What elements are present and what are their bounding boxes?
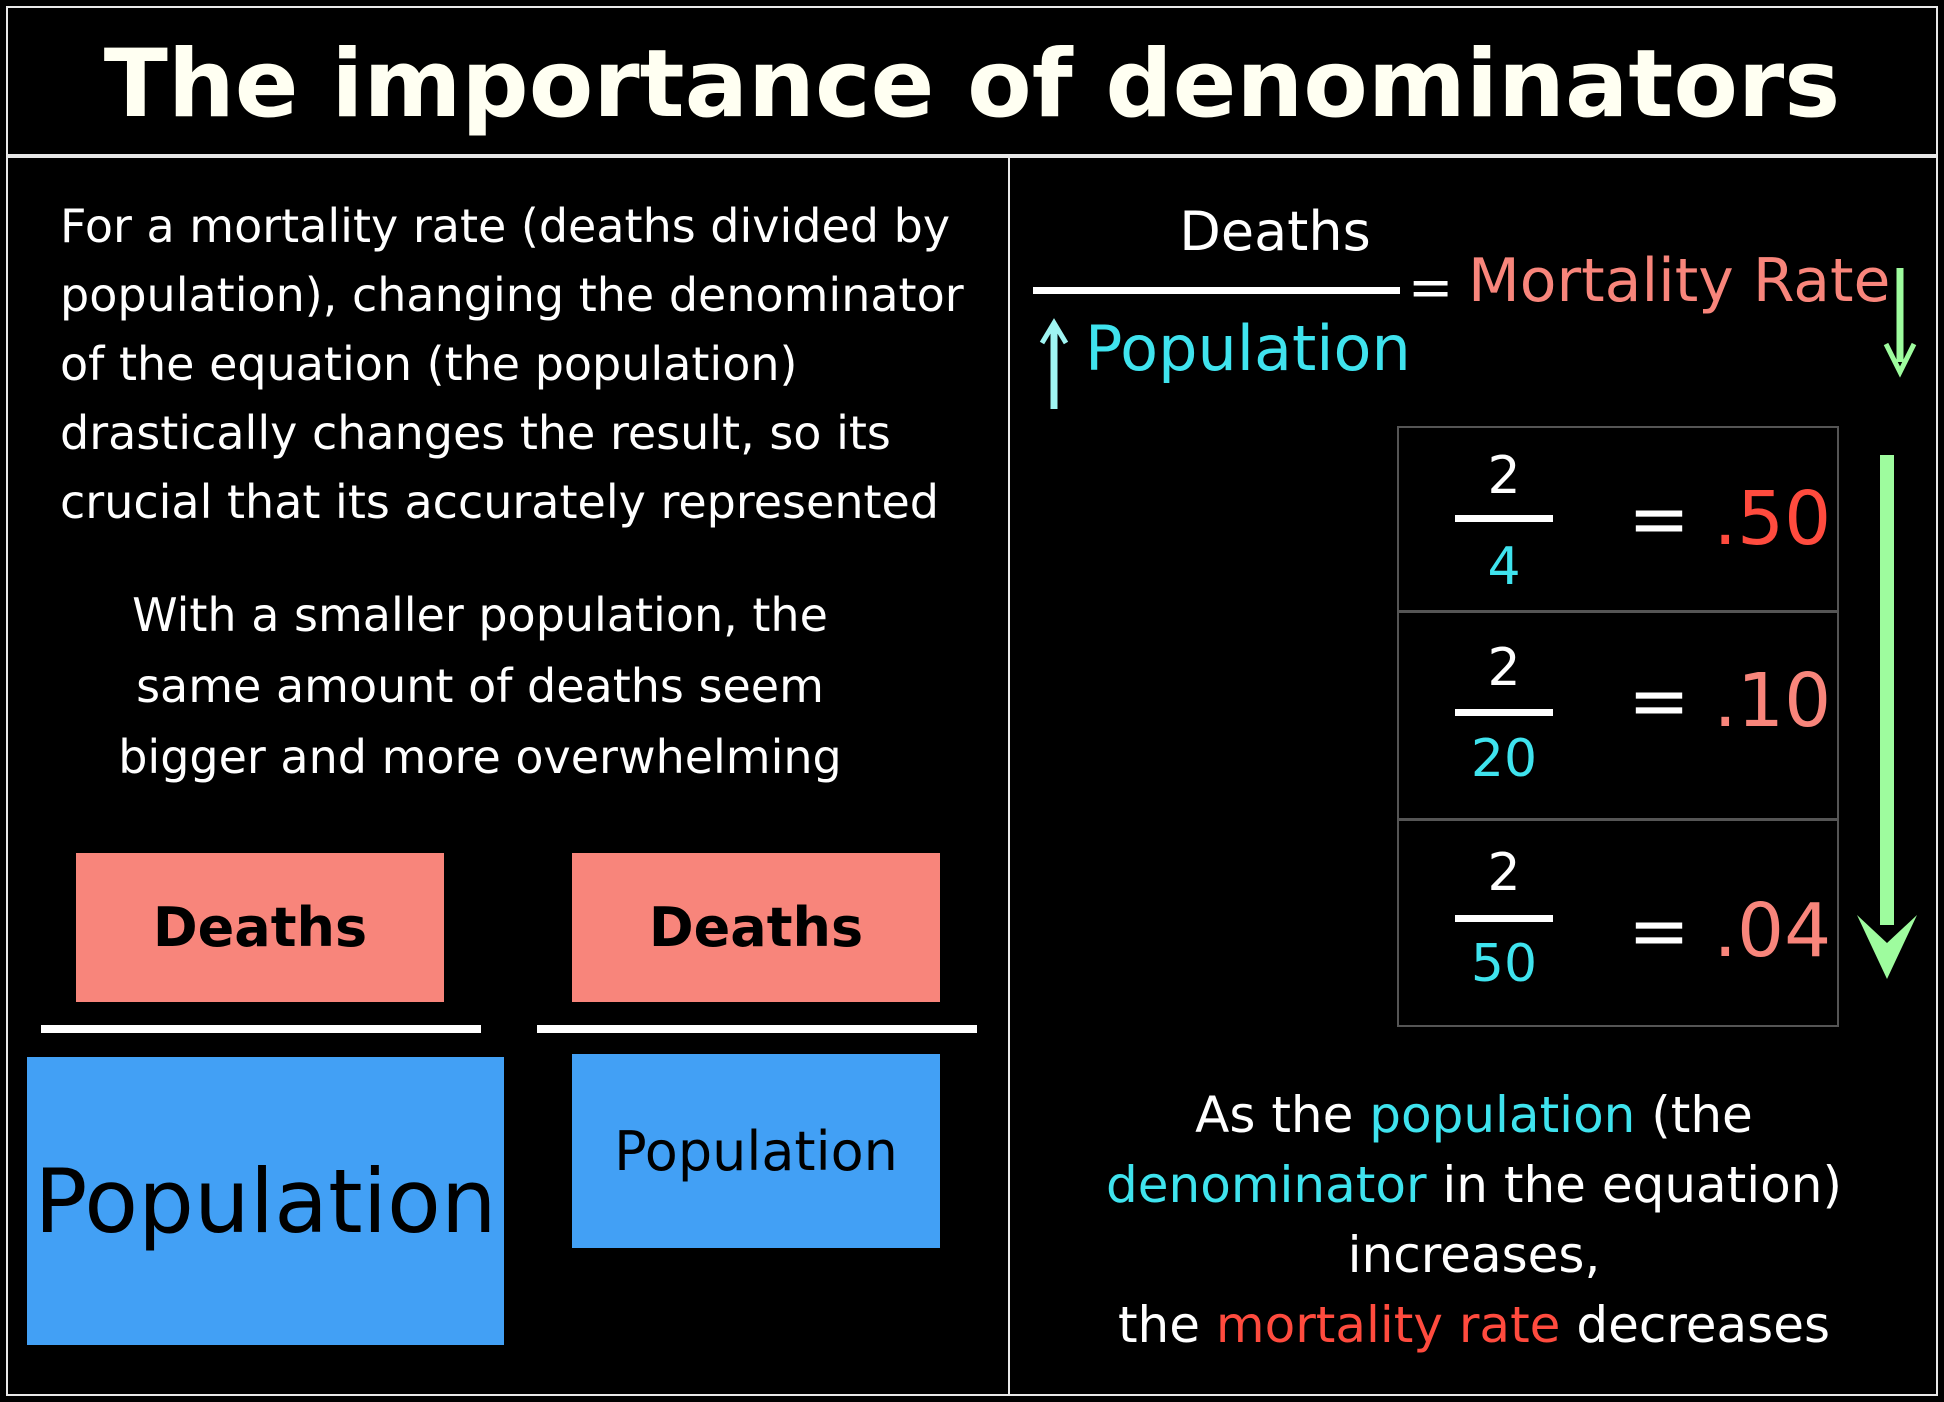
smaller-population-line: same amount of deaths seem <box>136 659 824 713</box>
up-arrow-icon <box>1039 318 1069 409</box>
example-numerator: 2 <box>1487 638 1521 698</box>
explanation-line: crucial that its accurately represented <box>60 475 940 529</box>
conclusion-line: the mortality rate decreases <box>1010 1290 1938 1360</box>
smaller-population-line: With a smaller population, the <box>132 588 828 642</box>
conclusion-fragment: decreases <box>1560 1296 1831 1354</box>
example-result: = .50 <box>1628 476 1831 562</box>
example-result: = .04 <box>1628 888 1831 974</box>
decrease-arrow-icon <box>1857 455 1917 979</box>
down-arrow-icon <box>1883 268 1917 378</box>
explanation-line: drastically changes the result, so its <box>60 406 891 460</box>
conclusion-line: As the population (the <box>1010 1080 1938 1150</box>
explanation-line: of the equation (the population) <box>60 337 798 391</box>
formula-denominator: Population <box>1085 312 1411 385</box>
explanation-paragraph: For a mortality rate (deaths divided by … <box>60 192 964 537</box>
conclusion-fragment: in the equation) <box>1426 1156 1842 1214</box>
denominator-highlight: denominator <box>1106 1156 1427 1214</box>
fraction-bar-large <box>41 1025 481 1033</box>
conclusion-text: As the population (the denominator in th… <box>1010 1080 1938 1360</box>
mortality-rate-highlight: mortality rate <box>1215 1296 1561 1354</box>
example-equals: = <box>1628 888 1714 974</box>
conclusion-line: denominator in the equation) <box>1010 1150 1938 1220</box>
explanation-line: population), changing the denominator <box>60 268 964 322</box>
example-fraction-bar <box>1455 709 1553 716</box>
example-denominator: 4 <box>1487 537 1521 597</box>
smaller-population-paragraph: With a smaller population, the same amou… <box>60 580 900 793</box>
formula-result: Mortality Rate <box>1468 246 1891 316</box>
population-highlight: population <box>1369 1086 1636 1144</box>
formula-fraction-bar <box>1033 287 1400 294</box>
conclusion-fragment: (the <box>1635 1086 1753 1144</box>
example-denominator: 50 <box>1470 934 1538 994</box>
right-panel-frame <box>1008 156 1938 1396</box>
example-cell <box>1397 819 1839 1027</box>
example-numerator: 2 <box>1487 843 1521 903</box>
explanation-line: For a mortality rate (deaths divided by <box>60 199 951 253</box>
fraction-bar-small <box>537 1025 977 1033</box>
example-denominator: 20 <box>1470 729 1538 789</box>
example-numerator: 2 <box>1487 446 1521 506</box>
conclusion-line: increases, <box>1347 1226 1601 1284</box>
formula-numerator: Deaths <box>1179 200 1371 263</box>
population-box-small: Population <box>572 1054 940 1248</box>
example-result: = .10 <box>1628 658 1831 744</box>
deaths-box-large-fraction: Deaths <box>76 853 444 1002</box>
formula-equals: = <box>1408 256 1454 319</box>
population-box-large: Population <box>27 1057 504 1345</box>
smaller-population-line: bigger and more overwhelming <box>118 730 842 784</box>
example-fraction-bar <box>1455 515 1553 522</box>
example-equals: = <box>1628 658 1714 744</box>
example-fraction-bar <box>1455 915 1553 922</box>
example-value: .50 <box>1713 476 1832 562</box>
deaths-box-small-fraction: Deaths <box>572 853 940 1002</box>
example-value: .04 <box>1713 888 1832 974</box>
title-frame <box>6 6 1938 156</box>
example-value: .10 <box>1713 658 1832 744</box>
page-title: The importance of denominators <box>103 29 1841 139</box>
conclusion-fragment: As the <box>1195 1086 1370 1144</box>
example-equals: = <box>1628 476 1714 562</box>
conclusion-fragment: the <box>1117 1296 1216 1354</box>
